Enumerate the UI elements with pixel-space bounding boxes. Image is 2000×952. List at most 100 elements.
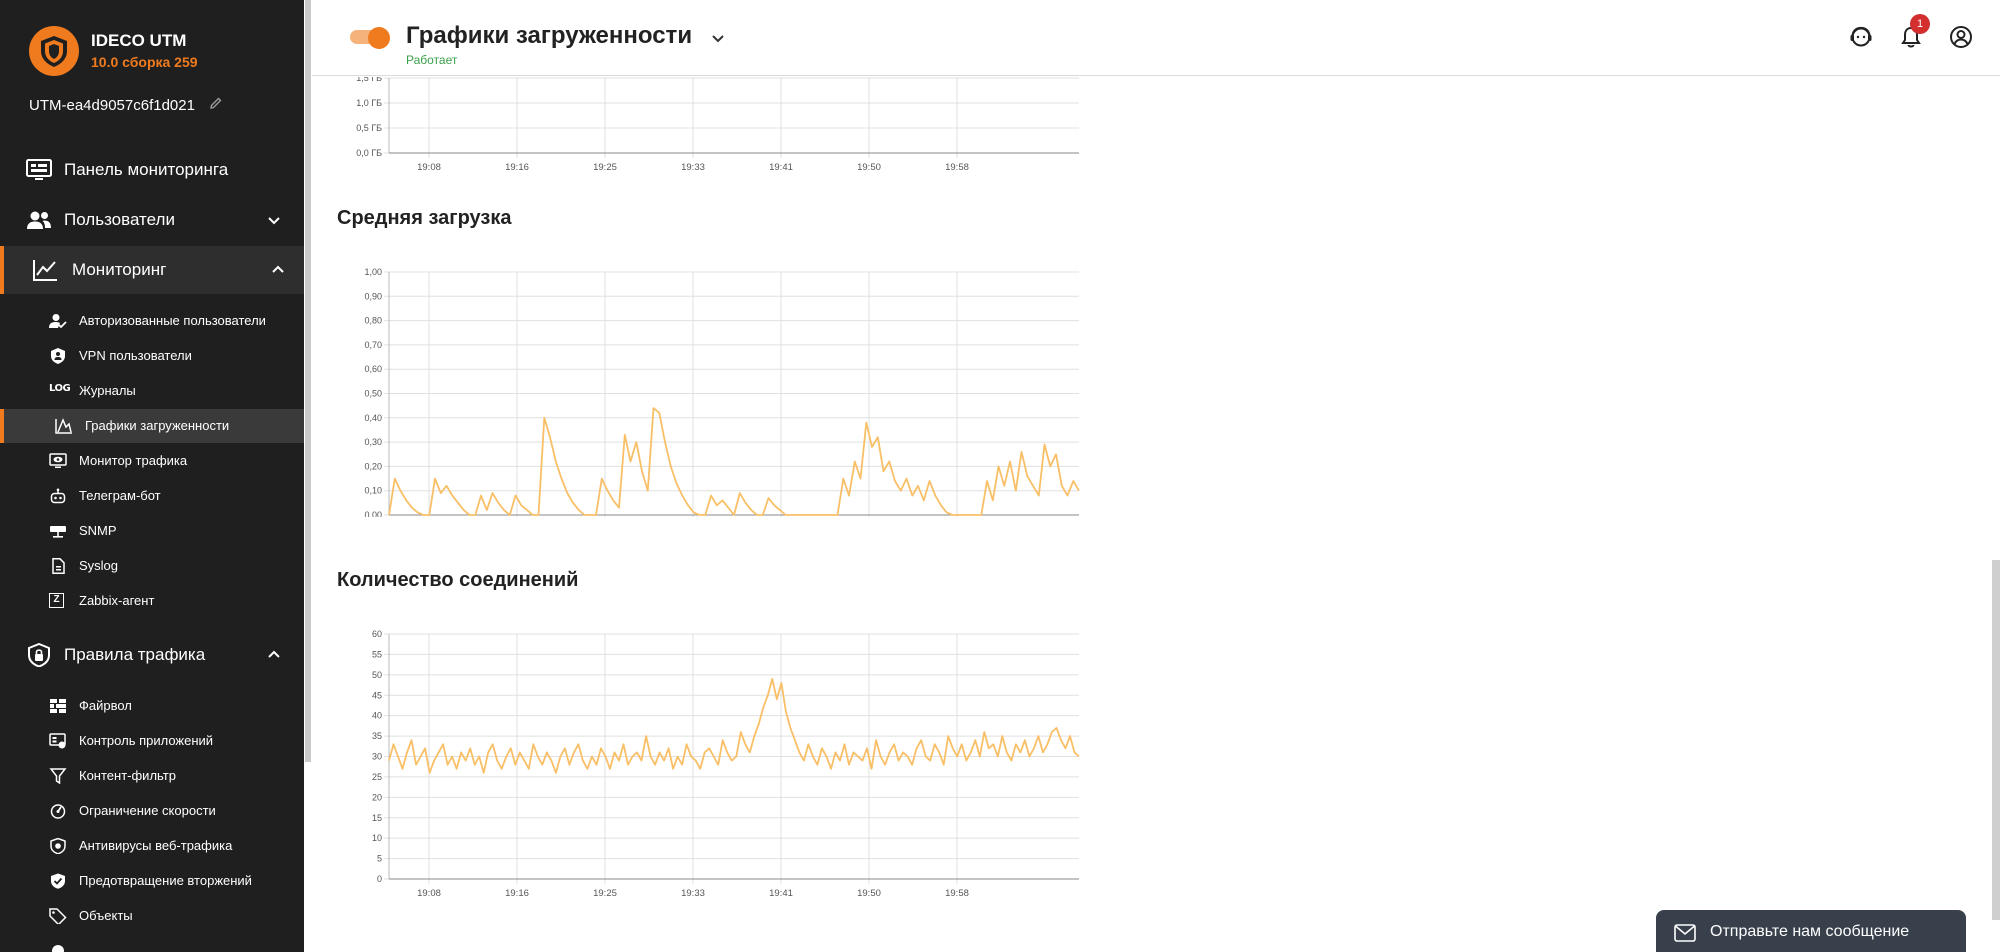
service-status: Работает: [406, 53, 458, 67]
x-tick-label: 19:58: [945, 162, 969, 173]
y-tick-label: 35: [372, 731, 382, 741]
y-tick-label: 0,90: [364, 291, 382, 301]
y-tick-label: 30: [372, 752, 382, 762]
sidebar-item-snmp[interactable]: SNMP: [0, 514, 304, 548]
y-tick-label: 0,0 ГБ: [356, 148, 382, 158]
sidebar-item-label: Панель мониторинга: [64, 160, 229, 179]
sidebar-item-label: Телеграм-бот: [79, 488, 161, 503]
sidebar-item-label: Файрвол: [79, 698, 132, 713]
load-average-chart: 0,00 0,10 0,20 0,30 0,40 0,50 0,60 0,70 0,80 0,90…: [364, 267, 1080, 517]
item-icon: [49, 943, 67, 952]
sidebar-item-dashboard[interactable]: Панель мониторинга: [0, 146, 304, 194]
sidebar-item-vpn-users[interactable]: VPN пользователи: [0, 339, 304, 373]
y-tick-label: 0,10: [364, 486, 382, 496]
y-tick-label: 60: [372, 629, 382, 639]
sidebar-scrollbar-thumb[interactable]: [305, 0, 311, 762]
sidebar-item-syslog[interactable]: Syslog: [0, 549, 304, 583]
y-tick-label: 40: [372, 711, 382, 721]
y-tick-label: 10: [372, 833, 382, 843]
vpn-user-icon: [49, 348, 67, 364]
brand[interactable]: IDECO UTM 10.0 сборка 259: [29, 26, 198, 76]
sidebar-item-label: SNMP: [79, 523, 117, 538]
sidebar-item-speed-limit[interactable]: Ограничение скорости: [0, 794, 304, 828]
sidebar-item-label: Zabbix-агент: [79, 593, 155, 608]
mail-icon: [1674, 924, 1696, 942]
sidebar-item-firewall[interactable]: Файрвол: [0, 689, 304, 723]
log-icon: LOG: [49, 383, 71, 394]
account-icon[interactable]: [1948, 24, 1974, 50]
robot-icon: [49, 488, 67, 504]
y-tick-label: 0: [377, 874, 382, 884]
sidebar-item-label: Мониторинг: [72, 260, 167, 279]
sidebar-item-label: Правила трафика: [64, 645, 206, 664]
hostname: UTM-ea4d9057c6f1d021: [29, 96, 223, 114]
sidebar-item-users[interactable]: Пользователи: [0, 196, 304, 244]
sidebar-item-monitoring[interactable]: Мониторинг: [0, 246, 304, 294]
chat-widget[interactable]: Отправьте нам сообщение: [1656, 910, 1966, 952]
shield-lock-icon: [26, 642, 52, 668]
y-tick-label: 0,20: [364, 461, 382, 471]
app-name: IDECO UTM: [91, 31, 187, 50]
y-tick-label: 0,60: [364, 364, 382, 374]
series-line: [388, 678, 1080, 774]
y-tick-label: 0,70: [364, 340, 382, 350]
firewall-icon: [49, 698, 67, 714]
x-tick-label: 19:33: [681, 888, 705, 898]
sidebar-item-label: VPN пользователи: [79, 348, 192, 363]
pencil-icon[interactable]: [209, 96, 223, 114]
page-title: Графики загруженности: [406, 22, 693, 49]
sidebar-item-label: Антивирусы веб-трафика: [79, 838, 233, 853]
file-icon: [49, 558, 67, 574]
chevron-down-icon: [266, 212, 282, 228]
connections-chart-title: Количество соединений: [337, 569, 579, 591]
sidebar-item-label: Контент-фильтр: [79, 768, 176, 783]
y-tick-label: 1,0 ГБ: [356, 98, 382, 108]
x-tick-label: 19:41: [769, 162, 793, 173]
y-tick-label: 0,50: [364, 389, 382, 399]
sidebar-item-traffic-rules[interactable]: Правила трафика: [0, 631, 304, 679]
x-tick-label: 19:25: [593, 162, 617, 173]
page-scrollbar-thumb[interactable]: [1992, 560, 2000, 920]
sidebar-item-label: Syslog: [79, 558, 119, 573]
service-toggle[interactable]: [350, 27, 390, 49]
x-tick-label: 19:25: [593, 888, 617, 898]
filter-icon: [49, 768, 67, 785]
x-tick-label: 19:08: [417, 162, 441, 173]
y-tick-label: 1,00: [364, 267, 382, 277]
sidebar-item-logs[interactable]: LOG Журналы: [0, 374, 304, 408]
sidebar-item-label: Объекты: [79, 908, 133, 923]
sidebar-item-content-filter[interactable]: Контент-фильтр: [0, 759, 304, 793]
sidebar-item-traffic-monitor[interactable]: Монитор трафика: [0, 444, 304, 478]
chevron-down-icon[interactable]: [710, 30, 726, 46]
speed-icon: [49, 803, 67, 819]
y-tick-label: 25: [372, 772, 382, 782]
y-tick-label: 1,5 ГБ: [356, 77, 382, 83]
sidebar-item-label: Предотвращение вторжений: [79, 873, 252, 888]
x-tick-label: 19:08: [417, 888, 441, 898]
sidebar-item-web-antivirus[interactable]: Антивирусы веб-трафика: [0, 829, 304, 863]
x-tick-label: 19:50: [857, 162, 881, 173]
sidebar-item-load-graphs[interactable]: Графики загруженности: [0, 409, 304, 443]
antivirus-icon: [49, 837, 67, 855]
dashboard-icon: [26, 158, 52, 182]
y-tick-label: 45: [372, 690, 382, 700]
chat-label: Отправьте нам сообщение: [1710, 923, 1910, 940]
sidebar-item-partial[interactable]: [0, 934, 304, 952]
sidebar-item-telegram-bot[interactable]: Телеграм-бот: [0, 479, 304, 513]
x-tick-label: 19:16: [505, 162, 529, 173]
y-tick-label: 0,5 ГБ: [356, 123, 382, 133]
sidebar-item-intrusion-prevention[interactable]: Предотвращение вторжений: [0, 864, 304, 898]
sidebar-item-authorized-users[interactable]: Авторизованные пользователи: [0, 304, 304, 338]
zabbix-icon: Z: [49, 593, 64, 608]
y-tick-label: 50: [372, 670, 382, 680]
sidebar-item-app-control[interactable]: Контроль приложений: [0, 724, 304, 758]
sidebar-item-label: Контроль приложений: [79, 733, 214, 748]
sidebar-item-label: Журналы: [79, 383, 136, 398]
sidebar-item-zabbix[interactable]: Z Zabbix-агент: [0, 584, 304, 618]
sidebar-item-objects[interactable]: Объекты: [0, 899, 304, 933]
monitor-eye-icon: [49, 453, 67, 469]
support-icon[interactable]: [1848, 24, 1874, 50]
user-check-icon: [49, 313, 67, 329]
y-tick-label: 20: [372, 792, 382, 802]
